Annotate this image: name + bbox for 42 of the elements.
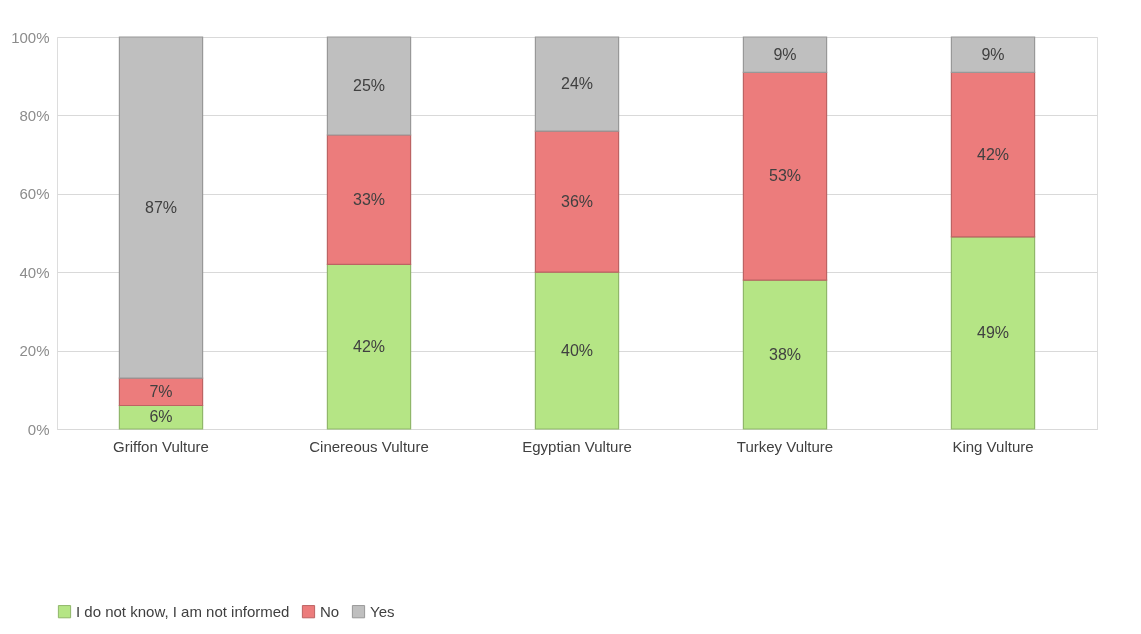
y-tick-label: 100%: [11, 28, 50, 46]
bar: [118, 36, 204, 379]
data-label: 6%: [149, 408, 173, 426]
bar: [534, 271, 620, 430]
bar: [326, 134, 412, 265]
bar: [326, 263, 412, 430]
x-tick-label: Cinereous Vulture: [309, 437, 429, 455]
legend-label: I do not know, I am not informed: [76, 602, 290, 620]
legend-label: No: [320, 602, 340, 620]
data-label: 42%: [352, 337, 386, 355]
bar: [742, 71, 828, 281]
y-tick-label: 20%: [19, 342, 50, 360]
bar: [534, 130, 620, 273]
data-label: 7%: [149, 382, 173, 400]
data-label: 36%: [560, 192, 594, 210]
x-tick-label: Griffon Vulture: [113, 437, 209, 455]
data-label: 9%: [773, 45, 797, 63]
data-label: 9%: [981, 45, 1005, 63]
x-tick-label: King Vulture: [952, 437, 1034, 455]
data-label: 49%: [976, 323, 1010, 341]
data-label: 42%: [976, 145, 1010, 163]
data-label: 87%: [144, 198, 178, 216]
x-tick-label: Egyptian Vulture: [522, 437, 632, 455]
data-label: 24%: [560, 75, 594, 93]
bar: [742, 279, 828, 430]
bar: [950, 71, 1036, 238]
y-tick-label: 80%: [19, 106, 50, 124]
data-label: 33%: [352, 190, 386, 208]
data-label: 38%: [768, 345, 802, 363]
bar: [950, 36, 1036, 73]
data-label: 25%: [352, 77, 386, 94]
y-tick-label: 0%: [27, 420, 50, 438]
y-tick-label: 40%: [19, 263, 50, 281]
y-tick-label: 60%: [19, 185, 50, 203]
bar: [950, 236, 1036, 430]
bar: [534, 36, 620, 132]
x-tick-label: Turkey Vulture: [736, 437, 834, 455]
data-label: 53%: [768, 167, 802, 185]
bar: [326, 36, 412, 136]
data-label: 40%: [560, 341, 594, 359]
legend-label: Yes: [370, 602, 395, 620]
bar: [742, 36, 828, 73]
